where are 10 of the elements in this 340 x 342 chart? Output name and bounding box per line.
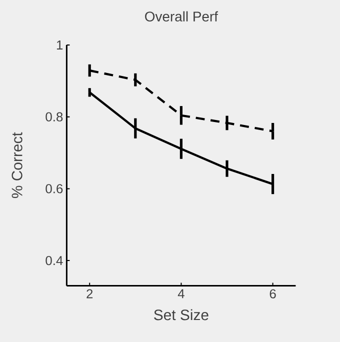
x-tick-label: 2 — [86, 289, 93, 298]
x-tick-label: 6 — [270, 289, 276, 298]
y-tick-label: 0.6 — [46, 184, 63, 194]
y-tick-label: 0.4 — [46, 256, 63, 266]
chart-title: Overall Perf — [145, 11, 218, 22]
y-tick-label: 1 — [56, 40, 63, 50]
y-axis-title: % Correct — [12, 132, 22, 198]
x-axis-title: Set Size — [154, 309, 208, 320]
x-tick-label: 4 — [178, 289, 184, 298]
y-tick-label: 0.8 — [46, 112, 63, 122]
